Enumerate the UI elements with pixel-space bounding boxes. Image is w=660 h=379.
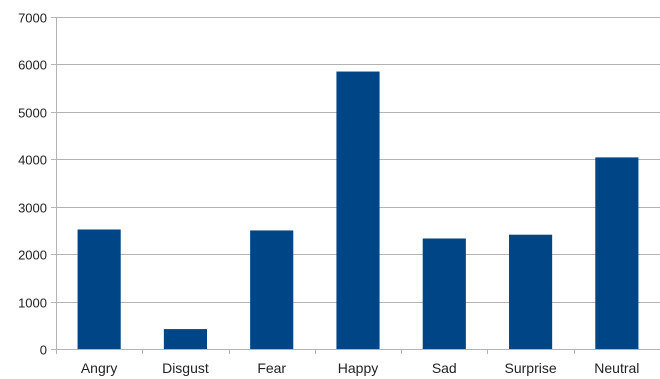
bar-surprise — [509, 235, 552, 349]
bar-neutral — [595, 157, 638, 349]
x-tick-label-fear: Fear — [257, 360, 286, 376]
y-tick-label-2000: 2000 — [18, 248, 47, 263]
y-tick-label-1000: 1000 — [18, 296, 47, 311]
bar-angry — [78, 229, 121, 349]
x-tick-label-neutral: Neutral — [594, 360, 639, 376]
x-tick-label-disgust: Disgust — [162, 360, 209, 376]
bar-fear — [250, 230, 293, 349]
x-tick-labels: Angry Disgust Fear Happy Sad Surprise Neutral — [81, 360, 640, 376]
y-tick-labels: 0 1000 2000 3000 4000 5000 6000 7000 — [18, 11, 47, 358]
y-tick-label-4000: 4000 — [18, 153, 47, 168]
y-tick-label-7000: 7000 — [18, 11, 47, 26]
bars — [78, 72, 639, 349]
y-tick-label-6000: 6000 — [18, 58, 47, 73]
bar-sad — [423, 238, 466, 349]
bar-disgust — [164, 329, 207, 349]
y-tick-label-0: 0 — [40, 343, 47, 358]
y-tick-label-5000: 5000 — [18, 106, 47, 121]
x-tick-label-angry: Angry — [81, 360, 118, 376]
x-tick-label-sad: Sad — [432, 360, 457, 376]
bar-happy — [336, 72, 379, 349]
y-tick-label-3000: 3000 — [18, 201, 47, 216]
x-tick-label-surprise: Surprise — [505, 360, 557, 376]
x-tick-label-happy: Happy — [338, 360, 378, 376]
